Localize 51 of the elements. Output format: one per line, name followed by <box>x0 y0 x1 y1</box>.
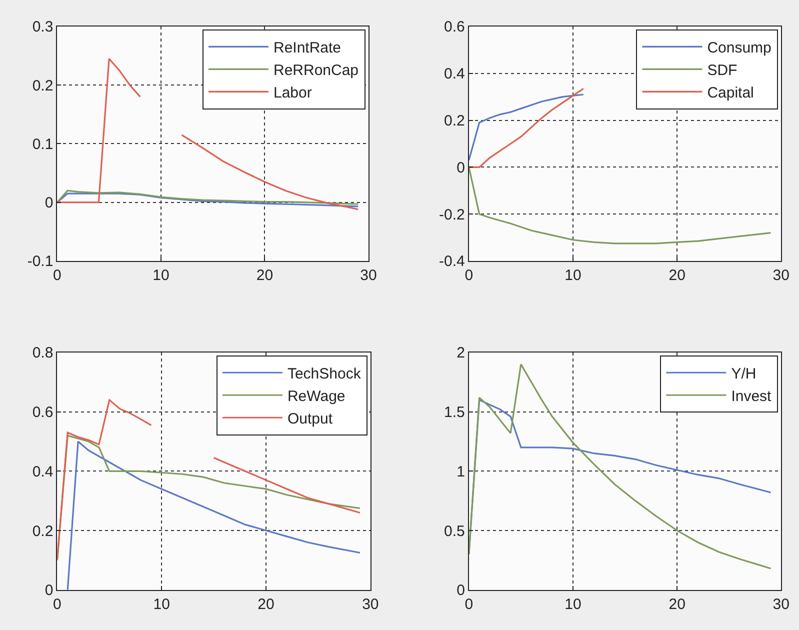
y-tick-label: -0.1 <box>27 253 54 270</box>
legend-label: Y/H <box>731 365 756 382</box>
legend-label: Output <box>287 410 334 428</box>
y-tick-label: 0.3 <box>32 18 54 36</box>
legend-label: Labor <box>273 84 312 102</box>
line-series <box>57 190 359 205</box>
y-tick-label: 0 <box>44 582 54 600</box>
legend-label: Consump <box>707 40 772 57</box>
line-series <box>468 88 584 168</box>
y-tick-label: -0.2 <box>439 206 465 224</box>
line-series <box>468 94 584 161</box>
legend-label: Capital <box>707 84 754 102</box>
x-tick-label: 30 <box>360 266 377 284</box>
x-tick-label: 10 <box>153 596 170 613</box>
legend-label: ReIntRate <box>273 40 342 57</box>
x-tick-label: 10 <box>564 596 582 613</box>
y-tick-label: 0.4 <box>32 463 54 480</box>
y-tick-label: 0.2 <box>444 112 465 130</box>
legend-label: ReRRonCap <box>273 62 359 80</box>
x-tick-label: 10 <box>564 266 582 284</box>
y-tick-label: 0.2 <box>32 522 54 540</box>
y-tick-label: 0.6 <box>32 404 54 422</box>
x-tick-label: 20 <box>668 266 686 284</box>
y-tick-label: 1.5 <box>444 404 465 422</box>
x-tick-label: 20 <box>668 596 686 613</box>
y-tick-label: 0 <box>456 582 465 600</box>
line-series <box>66 440 361 590</box>
x-tick-label: 30 <box>772 596 790 613</box>
x-tick-label: 30 <box>362 596 379 613</box>
legend-label: ReWage <box>287 388 346 405</box>
y-tick-label: 0 <box>456 159 465 176</box>
line-series <box>468 166 772 244</box>
y-tick-label: -0.4 <box>439 253 465 270</box>
legend-label: SDF <box>707 62 738 80</box>
legend-label: Invest <box>731 388 772 405</box>
x-tick-label: 10 <box>152 266 170 284</box>
y-tick-label: 0.4 <box>444 66 465 83</box>
line-series <box>468 364 772 570</box>
y-tick-label: 2 <box>456 344 465 362</box>
x-tick-label: 30 <box>772 266 790 284</box>
line-series <box>57 192 359 208</box>
x-tick-label: 20 <box>258 596 274 613</box>
y-tick-label: 0 <box>44 194 54 212</box>
y-tick-label: 0.5 <box>444 522 465 540</box>
y-tick-label: 0.8 <box>32 344 54 362</box>
legend-label: TechShock <box>287 365 362 382</box>
y-tick-label: 0.6 <box>444 18 465 36</box>
y-tick-label: 1 <box>456 463 465 480</box>
y-tick-label: 0.2 <box>32 77 54 94</box>
x-tick-label: 20 <box>256 266 274 284</box>
y-tick-label: 0.1 <box>32 136 54 153</box>
